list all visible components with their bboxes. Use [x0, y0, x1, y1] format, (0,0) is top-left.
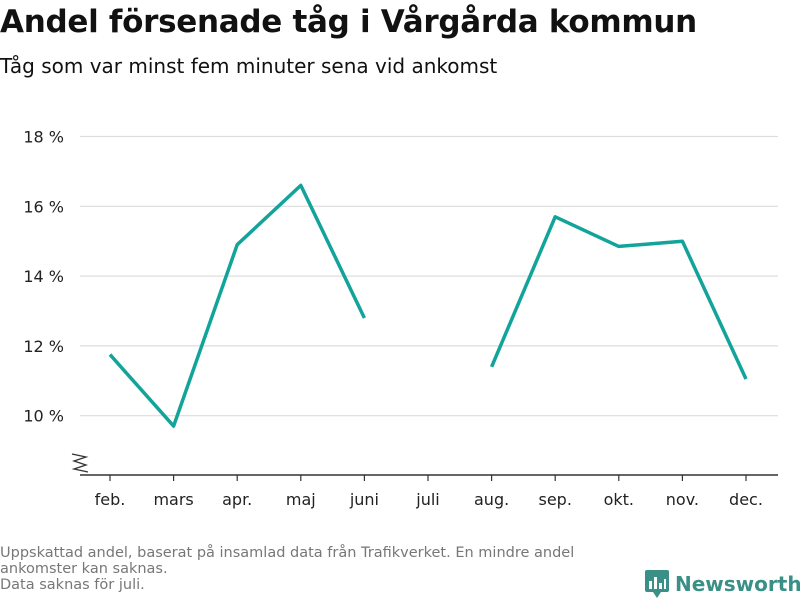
y-tick-label: 12 % [23, 337, 64, 356]
brand-name: Newsworthy [675, 572, 800, 596]
chart-title: Andel försenade tåg i Vårgårda kommun [0, 4, 697, 40]
series-line [489, 215, 748, 380]
x-axis-ticks: feb. mars apr. maj juni juli aug. sep. okt. nov. d… [95, 475, 763, 509]
x-tick-label: maj [286, 490, 316, 509]
x-tick-label: feb. [95, 490, 126, 509]
brand-logo: Newsworthy [645, 570, 800, 598]
footnote: Uppskattad andel, baserat på insamlad da… [0, 545, 640, 593]
newsworthy-logo-icon [645, 570, 669, 598]
x-tick-label: juni [349, 490, 379, 509]
x-tick-label: sep. [538, 490, 571, 509]
footnote-line-1: Uppskattad andel, baserat på insamlad da… [0, 545, 575, 577]
chart-subtitle: Tåg som var minst fem minuter sena vid a… [0, 54, 498, 78]
x-axis [71, 453, 778, 476]
x-tick-label: aug. [474, 490, 509, 509]
y-tick-label: 10 % [23, 407, 64, 426]
y-tick-label: 18 % [23, 128, 64, 147]
line-chart: 10 % 12 % 14 % 16 % 18 % feb. mars apr. maj juni… [23, 128, 778, 509]
grid-lines [80, 135, 778, 417]
y-axis-ticks: 10 % 12 % 14 % 16 % 18 % [23, 128, 64, 426]
x-tick-label: juli [415, 490, 439, 509]
x-tick-label: nov. [666, 490, 699, 509]
footnote-line-2: Data saknas för juli. [0, 577, 145, 593]
y-tick-label: 14 % [23, 267, 64, 286]
axis-break-icon [71, 453, 89, 473]
series [108, 183, 748, 428]
x-tick-label: apr. [222, 490, 252, 509]
x-tick-label: dec. [729, 490, 763, 509]
x-tick-label: mars [153, 490, 193, 509]
series-line [108, 183, 366, 428]
x-tick-label: okt. [604, 490, 634, 509]
y-tick-label: 16 % [23, 197, 64, 216]
